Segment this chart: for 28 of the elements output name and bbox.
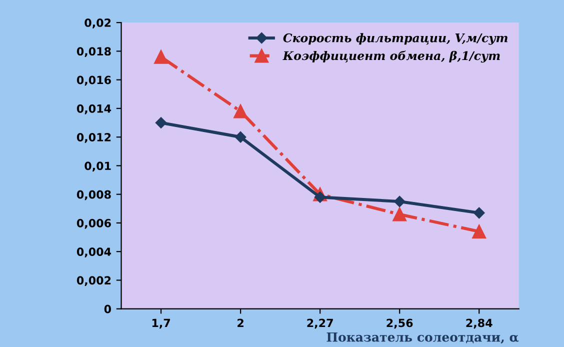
- point: [154, 50, 168, 64]
- y-tick-label: 0,012: [76, 133, 111, 143]
- y-tick-label: 0,006: [76, 218, 111, 229]
- point: [474, 207, 485, 219]
- y-tick-label: 0,018: [76, 47, 111, 57]
- y-tick-label: 0,002: [76, 276, 111, 286]
- y-tick-label: 0,01: [84, 162, 111, 172]
- point: [234, 104, 248, 118]
- y-tick-label: 0,014: [76, 104, 112, 114]
- legend-label: Коэффициент обмена, β,1/сут: [282, 50, 500, 63]
- y-tick-label: 0,02: [84, 18, 111, 28]
- point: [234, 131, 246, 143]
- y-tick-label: 0,008: [76, 190, 111, 200]
- x-tick-label: 1,7: [152, 318, 170, 329]
- y-tick-label: 0,004: [76, 248, 112, 258]
- x-tick-label: 2,56: [386, 318, 413, 329]
- x-tick-label: 2,27: [307, 318, 333, 329]
- x-tick-label: 2,84: [466, 318, 492, 329]
- x-tick-label: 2: [238, 318, 244, 327]
- y-tick-label: 0: [104, 304, 112, 314]
- point: [392, 207, 407, 222]
- point: [155, 117, 167, 128]
- y-tick-label: 0,016: [76, 76, 111, 86]
- point: [314, 192, 326, 203]
- x-axis-title: Показатель солеотдачи, α: [326, 332, 519, 344]
- point: [394, 196, 406, 208]
- point: [472, 224, 486, 238]
- legend-label: Скорость фильтрации, V,м/сут: [283, 33, 508, 45]
